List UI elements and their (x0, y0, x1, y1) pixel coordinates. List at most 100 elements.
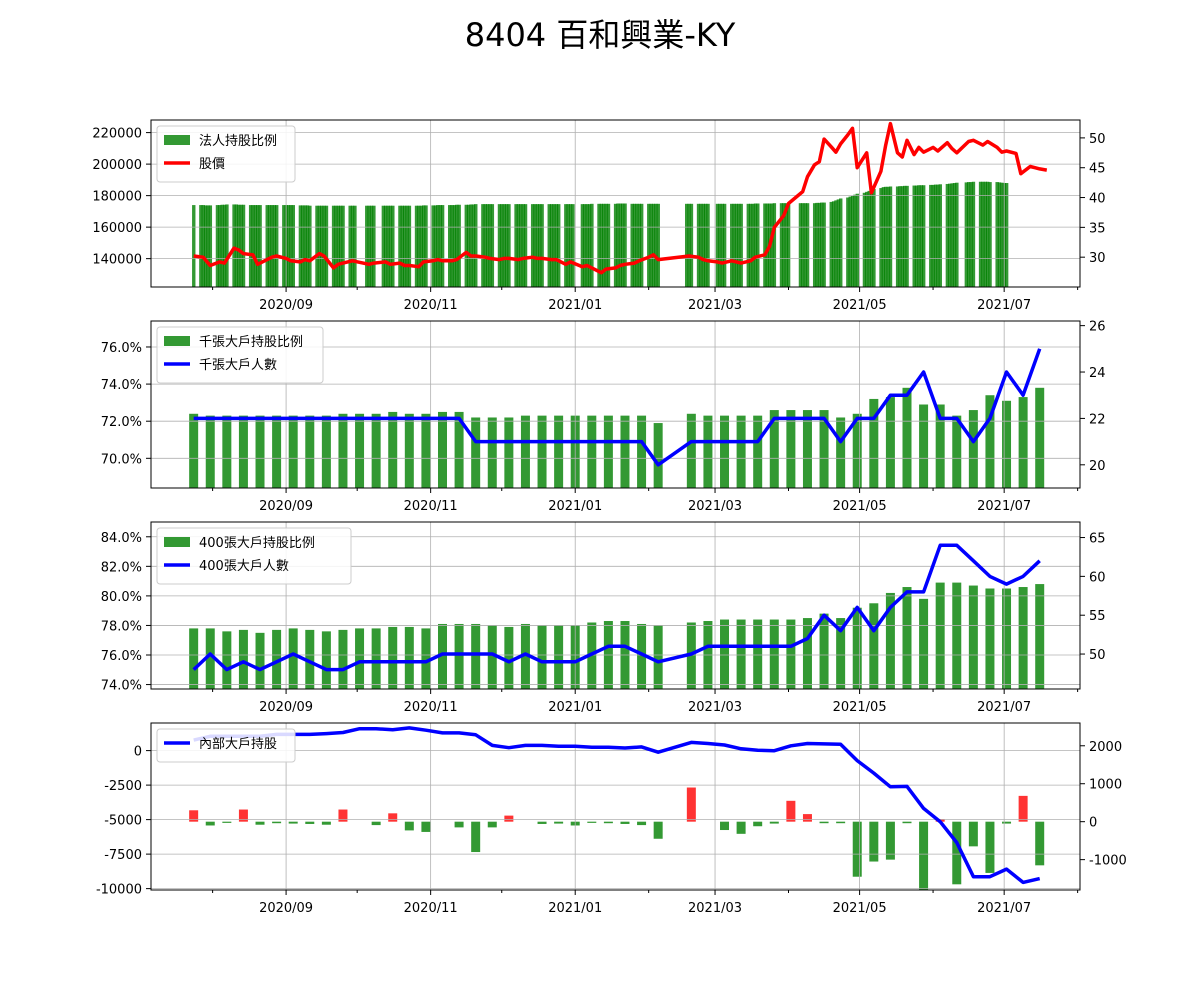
holder-count-line (193, 348, 1042, 467)
institutional-bar (552, 204, 556, 287)
institutional-bar (519, 204, 523, 287)
holder-ratio-bar (1018, 587, 1028, 689)
institutional-bar (438, 205, 442, 287)
institutional-bar (587, 204, 592, 287)
y2-tick-label: 60 (1089, 570, 1106, 585)
insider-change-bar (852, 821, 862, 877)
insider-change-bar (603, 821, 613, 824)
institutional-bar (568, 204, 573, 287)
institutional-bar (751, 203, 755, 287)
institutional-bar (618, 203, 623, 287)
institutional-bar (440, 205, 445, 287)
axes-frame (150, 722, 1081, 891)
holder-ratio-bar (1035, 584, 1045, 689)
institutional-bar (301, 205, 305, 287)
insider-change-bar (952, 821, 962, 885)
holder-ratio-bar (437, 623, 447, 689)
insider-change-bar (902, 821, 912, 824)
institutional-bar (481, 204, 485, 287)
institutional-bar (507, 204, 511, 287)
institutional-bar (275, 205, 279, 287)
legend-label: 千張大戶持股比例 (199, 335, 303, 350)
axes-frame (150, 119, 1081, 288)
institutional-bar (867, 190, 871, 287)
holder-ratio-bar (222, 631, 232, 689)
legend-box (156, 125, 296, 183)
axes-frame (150, 521, 1081, 690)
institutional-bar (637, 203, 641, 287)
institutional-bar (208, 205, 213, 287)
x-tick-label: 2020/11 (404, 901, 458, 916)
institutional-bar (590, 203, 594, 287)
insider-change-bar (653, 821, 663, 839)
legend-label: 內部大戶持股 (199, 737, 277, 752)
institutional-bar (239, 204, 243, 287)
holder-ratio-bar (189, 628, 199, 689)
insider-change-bar (985, 821, 995, 873)
holder-ratio-bar (305, 415, 315, 488)
holder-ratio-bar (454, 411, 464, 488)
institutional-bar (348, 205, 352, 287)
institutional-bar (384, 205, 388, 287)
holder-ratio-bar (338, 629, 348, 689)
insider-change-bar (753, 821, 763, 827)
legend-swatch-bar (164, 336, 190, 346)
institutional-bar (1000, 182, 1004, 287)
institutional-bar (341, 205, 345, 287)
institutional-bar (706, 203, 710, 287)
legend-label: 股價 (199, 157, 225, 172)
holder-count-line (192, 543, 1041, 672)
institutional-bar (336, 205, 341, 287)
institutional-bar (903, 185, 907, 287)
holder-ratio-bar (1035, 387, 1045, 488)
holder-ratio-bar (686, 413, 696, 488)
institutional-bar (457, 204, 461, 287)
institutional-bar (734, 203, 739, 287)
panel-1000-lot-holders: 2020/09 2020/11 2021/01 2021/03 2021/05 2021/… (101, 320, 1106, 514)
institutional-bar (836, 199, 841, 287)
institutional-bar (839, 198, 843, 287)
institutional-bar (872, 189, 876, 287)
institutional-bar (732, 203, 736, 287)
insider-change-bar (272, 821, 282, 824)
y-tick-label: 160000 (92, 221, 142, 236)
insider-change-bar (288, 821, 298, 824)
institutional-bar (616, 203, 620, 287)
holder-ratio-bar (255, 415, 265, 488)
institutional-bar (535, 204, 540, 287)
insider-change-bar (720, 821, 730, 831)
institutional-bar (566, 204, 570, 287)
institutional-bar (324, 205, 329, 287)
holder-ratio-bar (421, 413, 431, 488)
x-tick-label: 2021/07 (977, 901, 1031, 916)
x-tick-label: 2021/01 (548, 298, 602, 313)
insider-change-bar (404, 821, 414, 831)
institutional-bar (436, 205, 440, 287)
institutional-bar (630, 203, 634, 287)
institutional-bar (938, 184, 942, 287)
institutional-bar (635, 203, 639, 287)
holder-ratio-bar (902, 587, 912, 689)
y-tick-label: 74.0% (101, 378, 142, 393)
x-tick-label: 2021/03 (688, 298, 742, 313)
institutional-bar (350, 205, 355, 287)
x-tick-label: 2021/07 (977, 499, 1031, 514)
institutional-bar (258, 205, 262, 287)
holder-ratio-bar (520, 623, 530, 689)
institutional-bar (718, 203, 722, 287)
institutional-bar (521, 204, 525, 287)
holder-ratio-bar (720, 619, 730, 689)
holder-ratio-bar (885, 397, 895, 488)
institutional-bar (466, 204, 471, 287)
holder-ratio-bar (869, 398, 879, 488)
institutional-bar (829, 201, 833, 287)
institutional-bar (831, 201, 836, 287)
x-tick-label: 2020/11 (404, 700, 458, 715)
y2-tick-label: 50 (1089, 648, 1106, 663)
y2-tick-label: 50 (1089, 132, 1106, 147)
institutional-bar (639, 203, 644, 287)
insider-change-bar (504, 815, 514, 822)
institutional-bar (201, 205, 205, 287)
insider-change-bar (802, 814, 812, 822)
